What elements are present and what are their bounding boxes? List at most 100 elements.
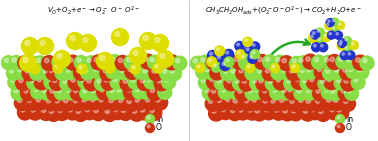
- Circle shape: [336, 33, 338, 35]
- Circle shape: [42, 56, 57, 71]
- Circle shape: [226, 59, 229, 62]
- Circle shape: [304, 65, 318, 79]
- Circle shape: [85, 107, 89, 112]
- Circle shape: [149, 66, 164, 81]
- Circle shape: [271, 66, 285, 80]
- Circle shape: [227, 78, 231, 83]
- Circle shape: [18, 55, 33, 70]
- Circle shape: [155, 38, 160, 43]
- Circle shape: [303, 96, 318, 111]
- Circle shape: [327, 105, 342, 120]
- Circle shape: [346, 58, 350, 62]
- Circle shape: [81, 66, 95, 80]
- Circle shape: [310, 77, 314, 82]
- Circle shape: [297, 89, 301, 93]
- Circle shape: [340, 51, 349, 60]
- Circle shape: [44, 75, 58, 89]
- Circle shape: [24, 89, 28, 93]
- Circle shape: [118, 98, 123, 103]
- Circle shape: [296, 56, 310, 70]
- Circle shape: [73, 106, 88, 121]
- Circle shape: [83, 38, 88, 43]
- Circle shape: [332, 66, 346, 80]
- Circle shape: [99, 98, 104, 102]
- Circle shape: [286, 66, 301, 81]
- Circle shape: [109, 67, 113, 72]
- Circle shape: [110, 88, 114, 92]
- Circle shape: [270, 86, 284, 100]
- Circle shape: [341, 89, 346, 93]
- Circle shape: [268, 96, 283, 111]
- Circle shape: [57, 108, 62, 113]
- Circle shape: [313, 44, 316, 47]
- Circle shape: [163, 69, 167, 73]
- Circle shape: [68, 75, 83, 90]
- Circle shape: [209, 59, 212, 61]
- Circle shape: [84, 68, 88, 73]
- Circle shape: [343, 37, 352, 45]
- Circle shape: [32, 66, 35, 69]
- Circle shape: [191, 56, 204, 70]
- Circle shape: [248, 108, 252, 112]
- Circle shape: [244, 98, 249, 103]
- Circle shape: [164, 78, 169, 82]
- Circle shape: [337, 108, 341, 112]
- Circle shape: [127, 88, 131, 92]
- Circle shape: [156, 50, 174, 68]
- Circle shape: [319, 43, 328, 52]
- Circle shape: [91, 97, 95, 102]
- Text: O: O: [156, 124, 162, 133]
- Circle shape: [40, 67, 54, 81]
- Circle shape: [170, 69, 175, 73]
- Circle shape: [241, 96, 256, 111]
- Circle shape: [215, 54, 225, 64]
- Circle shape: [155, 65, 158, 68]
- Circle shape: [337, 79, 341, 83]
- Circle shape: [342, 53, 344, 55]
- Circle shape: [52, 55, 66, 69]
- Circle shape: [321, 44, 323, 47]
- Circle shape: [29, 78, 34, 82]
- Circle shape: [246, 48, 249, 51]
- Circle shape: [307, 105, 322, 120]
- Circle shape: [327, 77, 332, 82]
- Circle shape: [115, 31, 120, 37]
- Circle shape: [14, 65, 28, 79]
- Circle shape: [235, 105, 250, 120]
- Circle shape: [108, 55, 122, 69]
- Circle shape: [129, 106, 144, 121]
- Circle shape: [113, 78, 117, 82]
- Circle shape: [58, 69, 62, 73]
- Circle shape: [209, 52, 212, 55]
- Circle shape: [243, 37, 252, 47]
- Circle shape: [147, 116, 150, 119]
- Circle shape: [231, 88, 235, 92]
- Circle shape: [57, 56, 71, 70]
- Circle shape: [205, 68, 209, 72]
- Circle shape: [46, 78, 51, 82]
- Circle shape: [11, 78, 15, 82]
- Circle shape: [28, 105, 43, 120]
- Circle shape: [325, 69, 330, 73]
- Circle shape: [67, 32, 84, 49]
- Circle shape: [54, 86, 68, 100]
- Circle shape: [220, 62, 229, 71]
- Circle shape: [50, 89, 54, 93]
- Circle shape: [339, 43, 342, 46]
- Circle shape: [363, 59, 367, 63]
- Circle shape: [150, 108, 154, 113]
- Circle shape: [53, 63, 63, 73]
- Circle shape: [324, 75, 339, 90]
- Circle shape: [250, 49, 260, 59]
- Circle shape: [344, 79, 349, 83]
- Circle shape: [259, 86, 274, 101]
- Circle shape: [228, 66, 242, 80]
- Circle shape: [212, 62, 222, 72]
- Circle shape: [222, 56, 236, 70]
- Circle shape: [315, 99, 320, 103]
- Circle shape: [222, 62, 225, 65]
- Circle shape: [167, 57, 172, 62]
- Circle shape: [299, 98, 303, 103]
- Circle shape: [205, 96, 220, 111]
- Circle shape: [43, 69, 47, 73]
